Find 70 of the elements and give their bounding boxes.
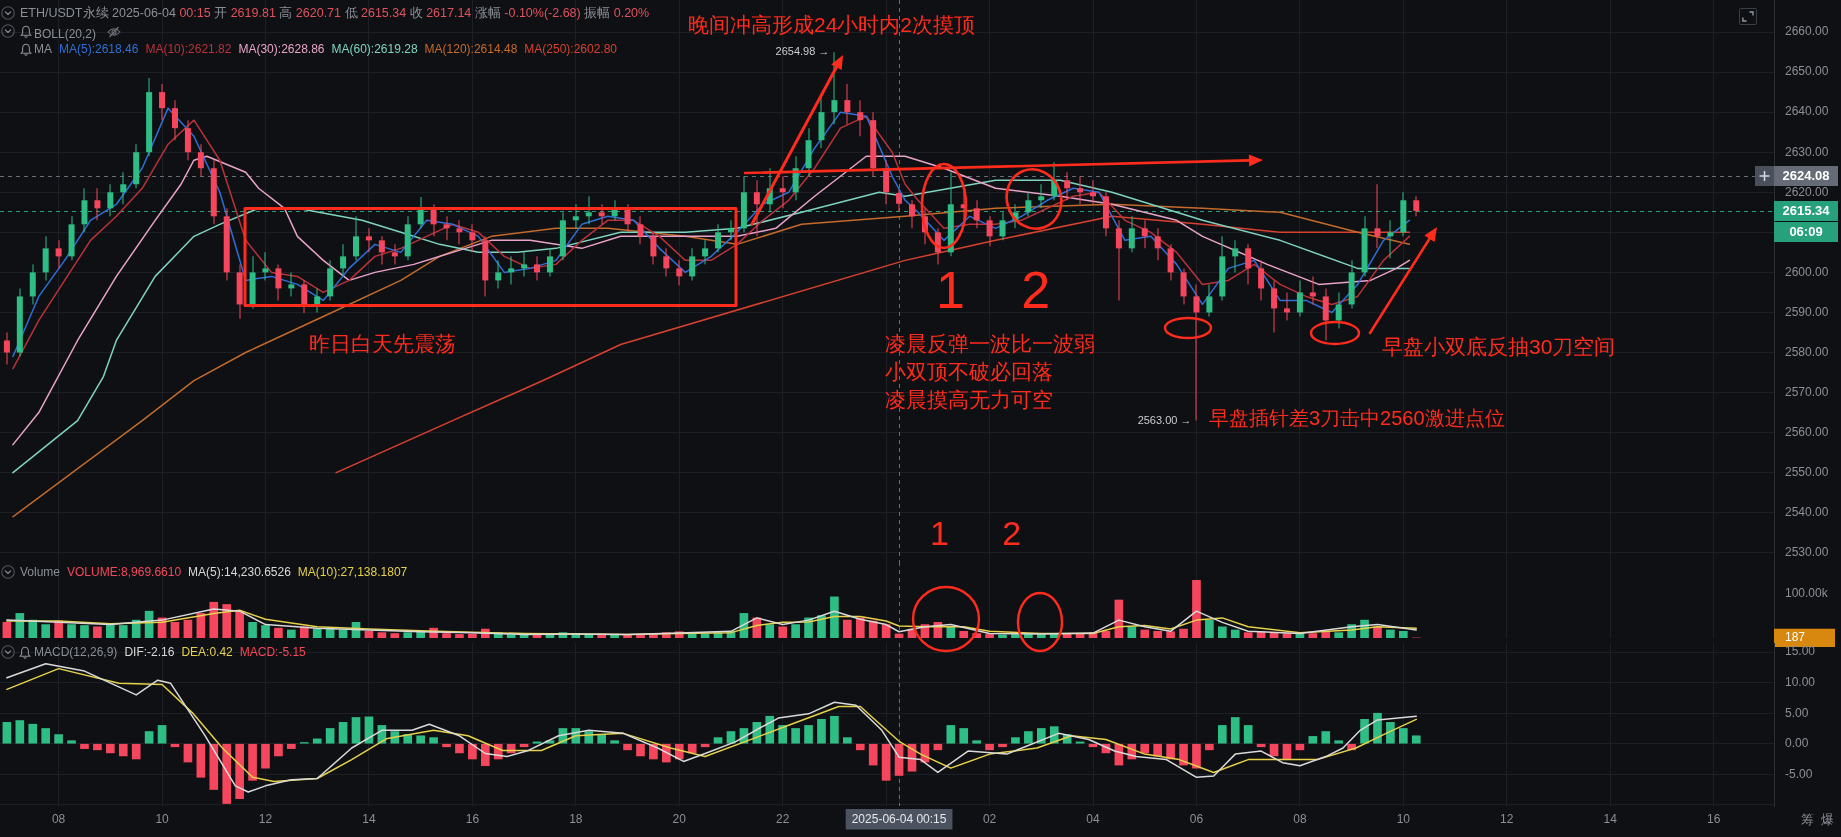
- chart-title: ETH/USDT永续 2025-06-04 00:15 开 2619.81 高 2620.71 低 2615.34 收 2617.14 涨幅 -0.10%(-2.68) 振幅 0.20%: [20, 6, 650, 20]
- annotation: BOLL(20,2): [34, 27, 97, 42]
- text: MA(10):2621.82: [145, 42, 232, 56]
- ref-line-label: 2615.34: [1782, 202, 1831, 218]
- text: MA(5):2618.46: [59, 42, 139, 56]
- x-tick-label: 20: [672, 811, 687, 826]
- text: MACD:-5.15: [239, 645, 306, 659]
- x-tick-label: 10: [155, 811, 170, 826]
- x-tick-label: 14: [1603, 811, 1618, 826]
- annotation: 1 2: [930, 514, 1022, 553]
- x-tick-label: 04: [1086, 811, 1101, 826]
- y-tick-label: 2550.00: [1785, 464, 1829, 479]
- annotation: 昨日白天先震荡: [309, 331, 456, 355]
- text: VOLUME:8,969.6610: [67, 565, 182, 579]
- y-tick-label: 2600.00: [1785, 264, 1829, 279]
- legend-title: MA: [34, 42, 52, 56]
- annotation: 1 2: [936, 261, 1051, 320]
- text: MA(250):2602.80: [524, 42, 618, 56]
- annotation: 2563.00 →: [1137, 413, 1192, 426]
- annotation: 小双顶不破必回落: [885, 359, 1053, 383]
- x-tick-label: 10: [1396, 811, 1411, 826]
- ref-line-label: 2624.08: [1782, 167, 1830, 183]
- y-tick-label: -5.00: [1785, 766, 1813, 781]
- y-tick-label: 187: [1785, 630, 1806, 645]
- annotation: 2654.98 →: [775, 45, 830, 58]
- annotation: 晚间冲高形成24小时内2次摸顶: [688, 12, 976, 36]
- annotation: 凌晨反弹一波比一波弱: [885, 331, 1095, 355]
- y-tick-label: 2640.00: [1785, 104, 1829, 119]
- text: 筹: [1800, 811, 1814, 827]
- y-tick-label: 15.00: [1785, 644, 1816, 659]
- y-tick-label: 2650.00: [1785, 64, 1829, 79]
- chart-title: MACD(12,26,9): [34, 645, 118, 659]
- text: MA(10):27,138.1807: [297, 565, 408, 579]
- text: MA(60):2619.28: [331, 42, 418, 56]
- annotation: 早盘小双底反抽30刀空间: [1382, 334, 1616, 358]
- y-tick-label: 2620.00: [1785, 184, 1829, 199]
- text: 爆: [1820, 811, 1834, 827]
- x-tick-label: 18: [569, 811, 583, 826]
- x-tick-label: 02: [982, 811, 997, 826]
- y-tick-label: 2660.00: [1785, 24, 1829, 39]
- x-tick-label: 06: [1189, 811, 1204, 826]
- annotation: 早盘插针差3刀击中2560激进点位: [1209, 406, 1505, 429]
- x-tick-label: 16: [1706, 811, 1721, 826]
- x-tick-label: 22: [776, 811, 790, 826]
- y-tick-label: 5.00: [1785, 705, 1809, 720]
- y-tick-label: 10.00: [1785, 674, 1816, 689]
- text: MA(5):14,230.6526: [188, 565, 291, 579]
- y-tick-label: 2530.00: [1785, 545, 1829, 560]
- x-tick-label: 08: [1293, 811, 1307, 826]
- y-tick-label: 2560.00: [1785, 424, 1829, 439]
- x-tick-label: 12: [258, 811, 273, 826]
- chart-title: Volume: [20, 565, 61, 579]
- y-tick-label: 0.00: [1785, 736, 1809, 751]
- text: 06:09: [1789, 223, 1823, 239]
- annotation: 凌晨摸高无力可空: [885, 387, 1053, 411]
- x-tick-label: 08: [51, 811, 66, 826]
- y-tick-label: 2590.00: [1785, 304, 1829, 319]
- text: MA(30):2628.86: [238, 42, 325, 56]
- y-tick-label: 2570.00: [1785, 384, 1829, 399]
- x-tick-label: 12: [1500, 811, 1514, 826]
- y-tick-label: 2540.00: [1785, 505, 1829, 520]
- y-tick-label: 100.00k: [1785, 585, 1829, 600]
- text: DIF:-2.16: [124, 645, 175, 659]
- text: MA(120):2614.48: [424, 42, 518, 56]
- x-tick-label: 14: [362, 811, 376, 826]
- x-tick-label: 16: [465, 811, 480, 826]
- text: DEA:0.42: [181, 645, 233, 659]
- y-tick-label: 2580.00: [1785, 344, 1829, 359]
- x-tick-label: 2025-06-04 00:15: [851, 811, 947, 826]
- y-tick-label: 2630.00: [1785, 144, 1829, 159]
